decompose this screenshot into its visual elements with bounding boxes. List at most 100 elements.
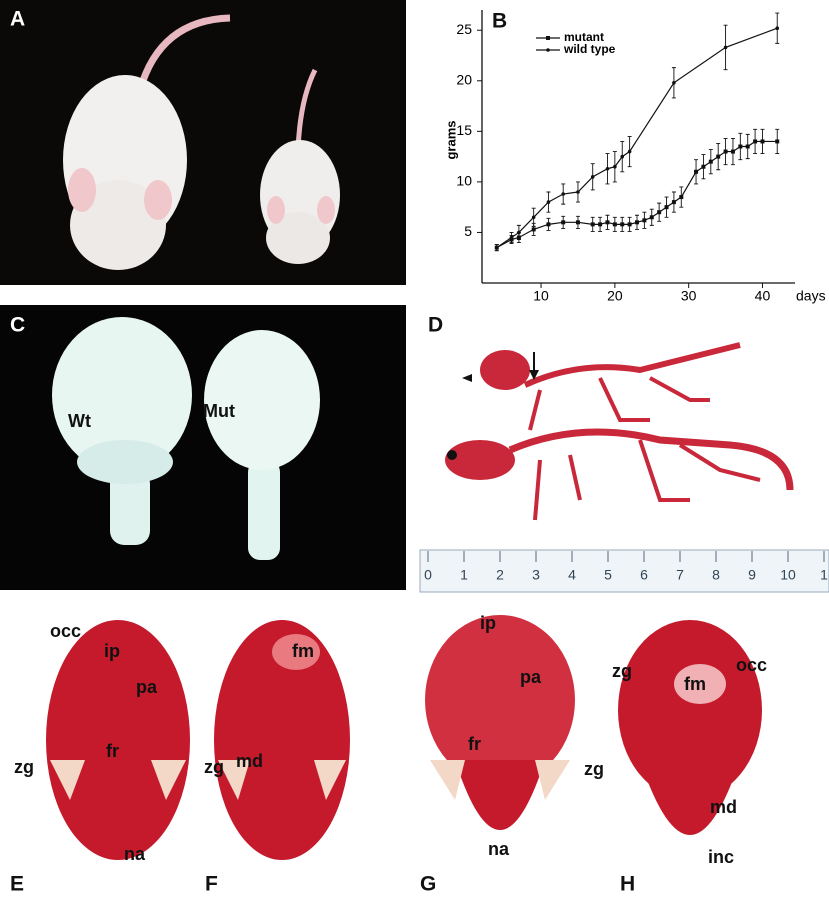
marker <box>738 144 743 149</box>
y-tick-label: 20 <box>456 71 472 87</box>
annotation: md <box>710 797 737 817</box>
marker <box>642 218 647 223</box>
photo-d <box>419 342 829 593</box>
annotation: md <box>236 751 263 771</box>
annotation: zg <box>584 759 604 779</box>
marker <box>509 235 514 240</box>
ruler-number: 3 <box>532 567 540 583</box>
annotation: na <box>124 844 146 864</box>
series-line <box>496 140 778 249</box>
annotation: zg <box>14 757 34 777</box>
ruler-number: 8 <box>712 567 720 583</box>
marker <box>723 149 728 154</box>
panel-label: E <box>10 873 24 896</box>
chart-title: B <box>492 10 507 33</box>
y-tick-label: 15 <box>456 122 472 138</box>
marker <box>716 154 721 159</box>
marker <box>517 230 521 235</box>
marker <box>745 144 750 149</box>
marker <box>730 149 735 154</box>
marker <box>635 220 639 225</box>
marker <box>531 215 536 220</box>
marker <box>723 45 728 50</box>
marker <box>494 245 499 250</box>
legend-marker <box>546 48 550 52</box>
skulls <box>46 615 762 860</box>
marker <box>708 159 713 164</box>
photo-a <box>0 0 406 285</box>
x-tick-label: 30 <box>681 288 697 304</box>
annotation: fm <box>684 674 706 694</box>
marker <box>694 169 699 174</box>
marker <box>672 81 676 85</box>
annotation: Mut <box>203 401 235 421</box>
marker <box>561 220 566 225</box>
marker <box>657 210 662 215</box>
marker <box>612 222 617 227</box>
marker <box>671 200 676 205</box>
ruler-number: 6 <box>640 567 648 583</box>
marker <box>627 222 632 227</box>
ruler-number: 9 <box>748 567 756 583</box>
panel-label: C <box>10 314 25 337</box>
marker <box>613 164 617 169</box>
marker <box>575 220 580 225</box>
panel-label: G <box>420 873 436 896</box>
panel-label: F <box>205 873 218 896</box>
legend-label: wild type <box>563 42 616 56</box>
annotation: fm <box>292 641 314 661</box>
y-tick-label: 25 <box>456 21 472 37</box>
annotation: fr <box>106 741 119 761</box>
marker <box>649 215 654 220</box>
marker <box>620 222 625 227</box>
x-tick-label: 20 <box>607 288 623 304</box>
annotation: fr <box>468 734 481 754</box>
ruler-number: 1 <box>820 567 828 583</box>
marker <box>627 149 632 154</box>
marker <box>760 139 765 144</box>
marker <box>679 195 684 200</box>
ruler-number: 10 <box>780 567 796 583</box>
y-tick-label: 5 <box>464 223 472 239</box>
legend-label: mutant <box>564 30 604 44</box>
annotation: ip <box>480 613 496 633</box>
marker <box>531 227 536 232</box>
annotation: zg <box>204 757 224 777</box>
marker <box>590 222 595 227</box>
marker <box>775 139 780 144</box>
marker <box>605 220 610 225</box>
series-line <box>496 27 778 249</box>
marker <box>701 164 706 169</box>
marker <box>753 139 758 144</box>
annotation: inc <box>708 847 734 867</box>
panel-label: H <box>620 873 635 896</box>
marker <box>605 166 610 171</box>
ruler-number: 2 <box>496 567 504 583</box>
marker <box>664 205 669 210</box>
ruler-number: 1 <box>460 567 468 583</box>
panel-label: D <box>428 314 443 337</box>
marker <box>620 154 625 159</box>
x-axis-label: days <box>796 288 826 304</box>
marker <box>775 26 780 31</box>
annotation: occ <box>50 621 81 641</box>
ruler-number: 4 <box>568 567 576 583</box>
y-axis-label: grams <box>443 120 458 159</box>
ruler-number: 7 <box>676 567 684 583</box>
marker <box>598 222 603 227</box>
x-tick-label: 40 <box>755 288 771 304</box>
annotation: ip <box>104 641 120 661</box>
ruler-number: 5 <box>604 567 612 583</box>
annotation: Wt <box>68 411 91 431</box>
legend-marker <box>546 36 550 40</box>
marker <box>590 175 595 179</box>
annotation: pa <box>520 667 542 687</box>
marker <box>561 192 565 196</box>
marker <box>546 200 551 204</box>
annotation: zg <box>612 661 632 681</box>
panel-label: A <box>10 8 25 31</box>
photo-c <box>0 305 406 590</box>
marker <box>546 222 551 227</box>
marker <box>576 190 580 194</box>
